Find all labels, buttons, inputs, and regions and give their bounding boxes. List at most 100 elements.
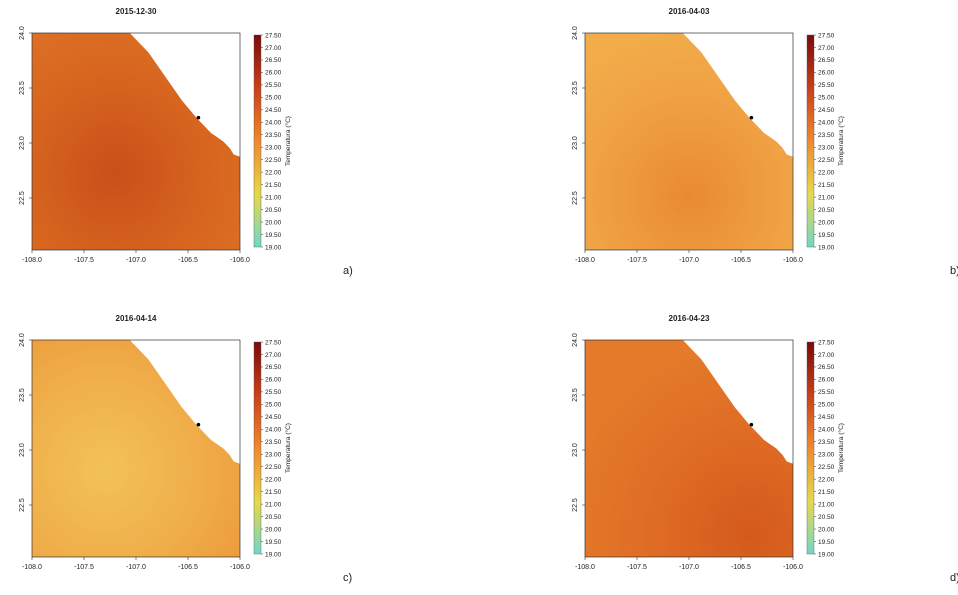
colorbar-tick-label: 24.00 xyxy=(818,427,835,434)
x-tick-label: -107.5 xyxy=(627,257,647,264)
x-tick-label: -107.0 xyxy=(126,257,146,264)
y-tick-label: 23.0 xyxy=(19,443,26,457)
colorbar-tick-label: 24.00 xyxy=(265,427,282,434)
colorbar-tick-label: 22.50 xyxy=(265,464,282,471)
colorbar-tick-label: 24.00 xyxy=(818,120,835,127)
colorbar-tick-label: 25.00 xyxy=(818,95,835,102)
x-tick-label: -106.0 xyxy=(230,564,250,571)
colorbar-tick-label: 19.00 xyxy=(818,551,835,558)
colorbar-tick-label: 25.00 xyxy=(265,95,282,102)
colorbar-tick-label: 23.00 xyxy=(265,452,282,459)
colorbar-tick-label: 25.50 xyxy=(265,389,282,396)
panel-title: 2016-04-03 xyxy=(669,7,710,16)
panel-letter: c) xyxy=(343,572,352,584)
colorbar-tick-label: 26.00 xyxy=(818,70,835,77)
colorbar-tick-label: 27.00 xyxy=(265,45,282,52)
colorbar-tick-label: 21.50 xyxy=(818,489,835,496)
colorbar-tick-label: 20.50 xyxy=(818,207,835,214)
colorbar-label: Temperatura (°C) xyxy=(284,423,292,473)
colorbar-tick-label: 19.00 xyxy=(818,244,835,251)
panel-title: 2015-12-30 xyxy=(116,7,157,16)
x-tick-label: -107.0 xyxy=(126,564,146,571)
map-panel: 2016-04-23 -108.0 -107.5 -107.0 -106.5 -106.0… xyxy=(572,314,958,584)
colorbar-tick-label: 23.00 xyxy=(818,452,835,459)
x-tick-label: -107.0 xyxy=(679,564,699,571)
panel-title: 2016-04-14 xyxy=(116,314,157,323)
colorbar-tick-label: 22.50 xyxy=(818,157,835,164)
colorbar-tick-label: 19.50 xyxy=(265,539,282,546)
y-tick-label: 23.5 xyxy=(19,81,26,95)
colorbar-tick-label: 24.50 xyxy=(265,107,282,114)
colorbar-tick-label: 26.00 xyxy=(818,377,835,384)
x-tick-label: -108.0 xyxy=(575,564,595,571)
panel-letter: a) xyxy=(343,265,353,277)
colorbar-tick-label: 24.50 xyxy=(265,414,282,421)
colorbar-tick-label: 25.50 xyxy=(265,82,282,89)
colorbar-tick-label: 27.00 xyxy=(818,45,835,52)
x-tick-label: -106.5 xyxy=(178,257,198,264)
colorbar-tick-label: 22.00 xyxy=(265,476,282,483)
y-tick-label: 23.5 xyxy=(572,388,579,402)
y-tick-label: 22.5 xyxy=(19,191,26,205)
colorbar-tick-label: 21.50 xyxy=(818,182,835,189)
y-tick-label: 24.0 xyxy=(19,26,26,40)
panel-letter: b) xyxy=(950,265,958,277)
colorbar-tick-label: 23.50 xyxy=(265,439,282,446)
colorbar-tick-label: 27.00 xyxy=(818,352,835,359)
colorbar-tick-label: 23.50 xyxy=(818,132,835,139)
colorbar-tick-label: 22.50 xyxy=(818,464,835,471)
y-tick-label: 22.5 xyxy=(572,498,579,512)
colorbar-tick-label: 21.50 xyxy=(265,182,282,189)
colorbar-tick-label: 20.50 xyxy=(265,207,282,214)
colorbar xyxy=(253,341,262,555)
colorbar-tick-label: 24.50 xyxy=(818,107,835,114)
colorbar-tick-label: 27.00 xyxy=(265,352,282,359)
y-tick-label: 22.5 xyxy=(19,498,26,512)
y-tick-label: 23.5 xyxy=(19,388,26,402)
station-point xyxy=(196,422,201,427)
colorbar-tick-label: 22.50 xyxy=(265,157,282,164)
colorbar-tick-label: 19.50 xyxy=(265,232,282,239)
x-tick-label: -108.0 xyxy=(22,564,42,571)
colorbar-tick-label: 20.00 xyxy=(265,219,282,226)
colorbar-tick-label: 20.50 xyxy=(265,514,282,521)
x-tick-label: -107.0 xyxy=(679,257,699,264)
colorbar-label: Temperatura (°C) xyxy=(837,423,845,473)
colorbar-tick-label: 20.00 xyxy=(818,526,835,533)
colorbar-tick-label: 23.00 xyxy=(265,145,282,152)
x-tick-label: -107.5 xyxy=(74,564,94,571)
colorbar-label: Temperatura (°C) xyxy=(837,116,845,166)
colorbar-tick-label: 25.00 xyxy=(818,402,835,409)
land xyxy=(129,33,240,157)
x-tick-label: -106.0 xyxy=(783,257,803,264)
y-tick-label: 24.0 xyxy=(572,26,579,40)
colorbar-tick-label: 25.50 xyxy=(818,82,835,89)
colorbar-tick-label: 19.00 xyxy=(265,244,282,251)
colorbar-tick-label: 25.00 xyxy=(265,402,282,409)
map-panel: 2016-04-14 -108.0 -107.5 -107.0 -106.5 -106.0… xyxy=(19,314,352,584)
colorbar-tick-label: 19.00 xyxy=(265,551,282,558)
map-panel: 2015-12-30 -108.0 -107.5 -107.0 -106.5 -106.0… xyxy=(19,7,353,277)
colorbar-tick-label: 27.50 xyxy=(818,32,835,39)
y-tick-label: 24.0 xyxy=(572,333,579,347)
y-tick-label: 23.0 xyxy=(572,443,579,457)
colorbar-tick-label: 26.50 xyxy=(818,57,835,64)
land xyxy=(682,340,793,464)
colorbar-tick-label: 19.50 xyxy=(818,232,835,239)
colorbar-label: Temperatura (°C) xyxy=(284,116,292,166)
colorbar-tick-label: 27.50 xyxy=(265,32,282,39)
colorbar-tick-label: 23.50 xyxy=(818,439,835,446)
colorbar-tick-label: 26.50 xyxy=(265,57,282,64)
station-point xyxy=(749,115,754,120)
y-tick-label: 23.0 xyxy=(572,136,579,150)
panel-title: 2016-04-23 xyxy=(669,314,710,323)
station-point xyxy=(749,422,754,427)
x-tick-label: -108.0 xyxy=(575,257,595,264)
y-tick-label: 23.0 xyxy=(19,136,26,150)
colorbar-tick-label: 20.00 xyxy=(818,219,835,226)
colorbar-tick-label: 22.00 xyxy=(265,169,282,176)
colorbar-tick-label: 25.50 xyxy=(818,389,835,396)
colorbar xyxy=(806,341,815,555)
colorbar xyxy=(806,34,815,248)
